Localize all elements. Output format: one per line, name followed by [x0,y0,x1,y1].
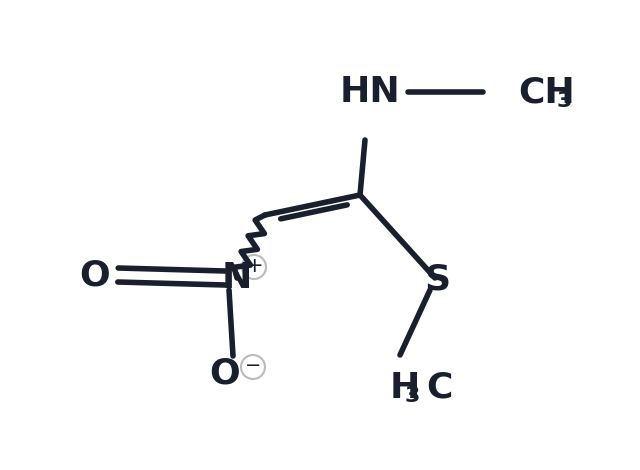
Text: +: + [246,256,264,276]
Text: O: O [79,258,110,292]
Text: H: H [390,371,420,405]
Text: C: C [426,371,452,405]
Text: HN: HN [340,75,401,109]
Text: N: N [222,261,252,295]
Text: O: O [210,356,241,390]
Text: S: S [424,263,450,297]
Text: −: − [245,357,261,376]
Text: 3: 3 [556,91,572,111]
Text: CH: CH [518,75,575,109]
Text: 3: 3 [404,386,420,406]
